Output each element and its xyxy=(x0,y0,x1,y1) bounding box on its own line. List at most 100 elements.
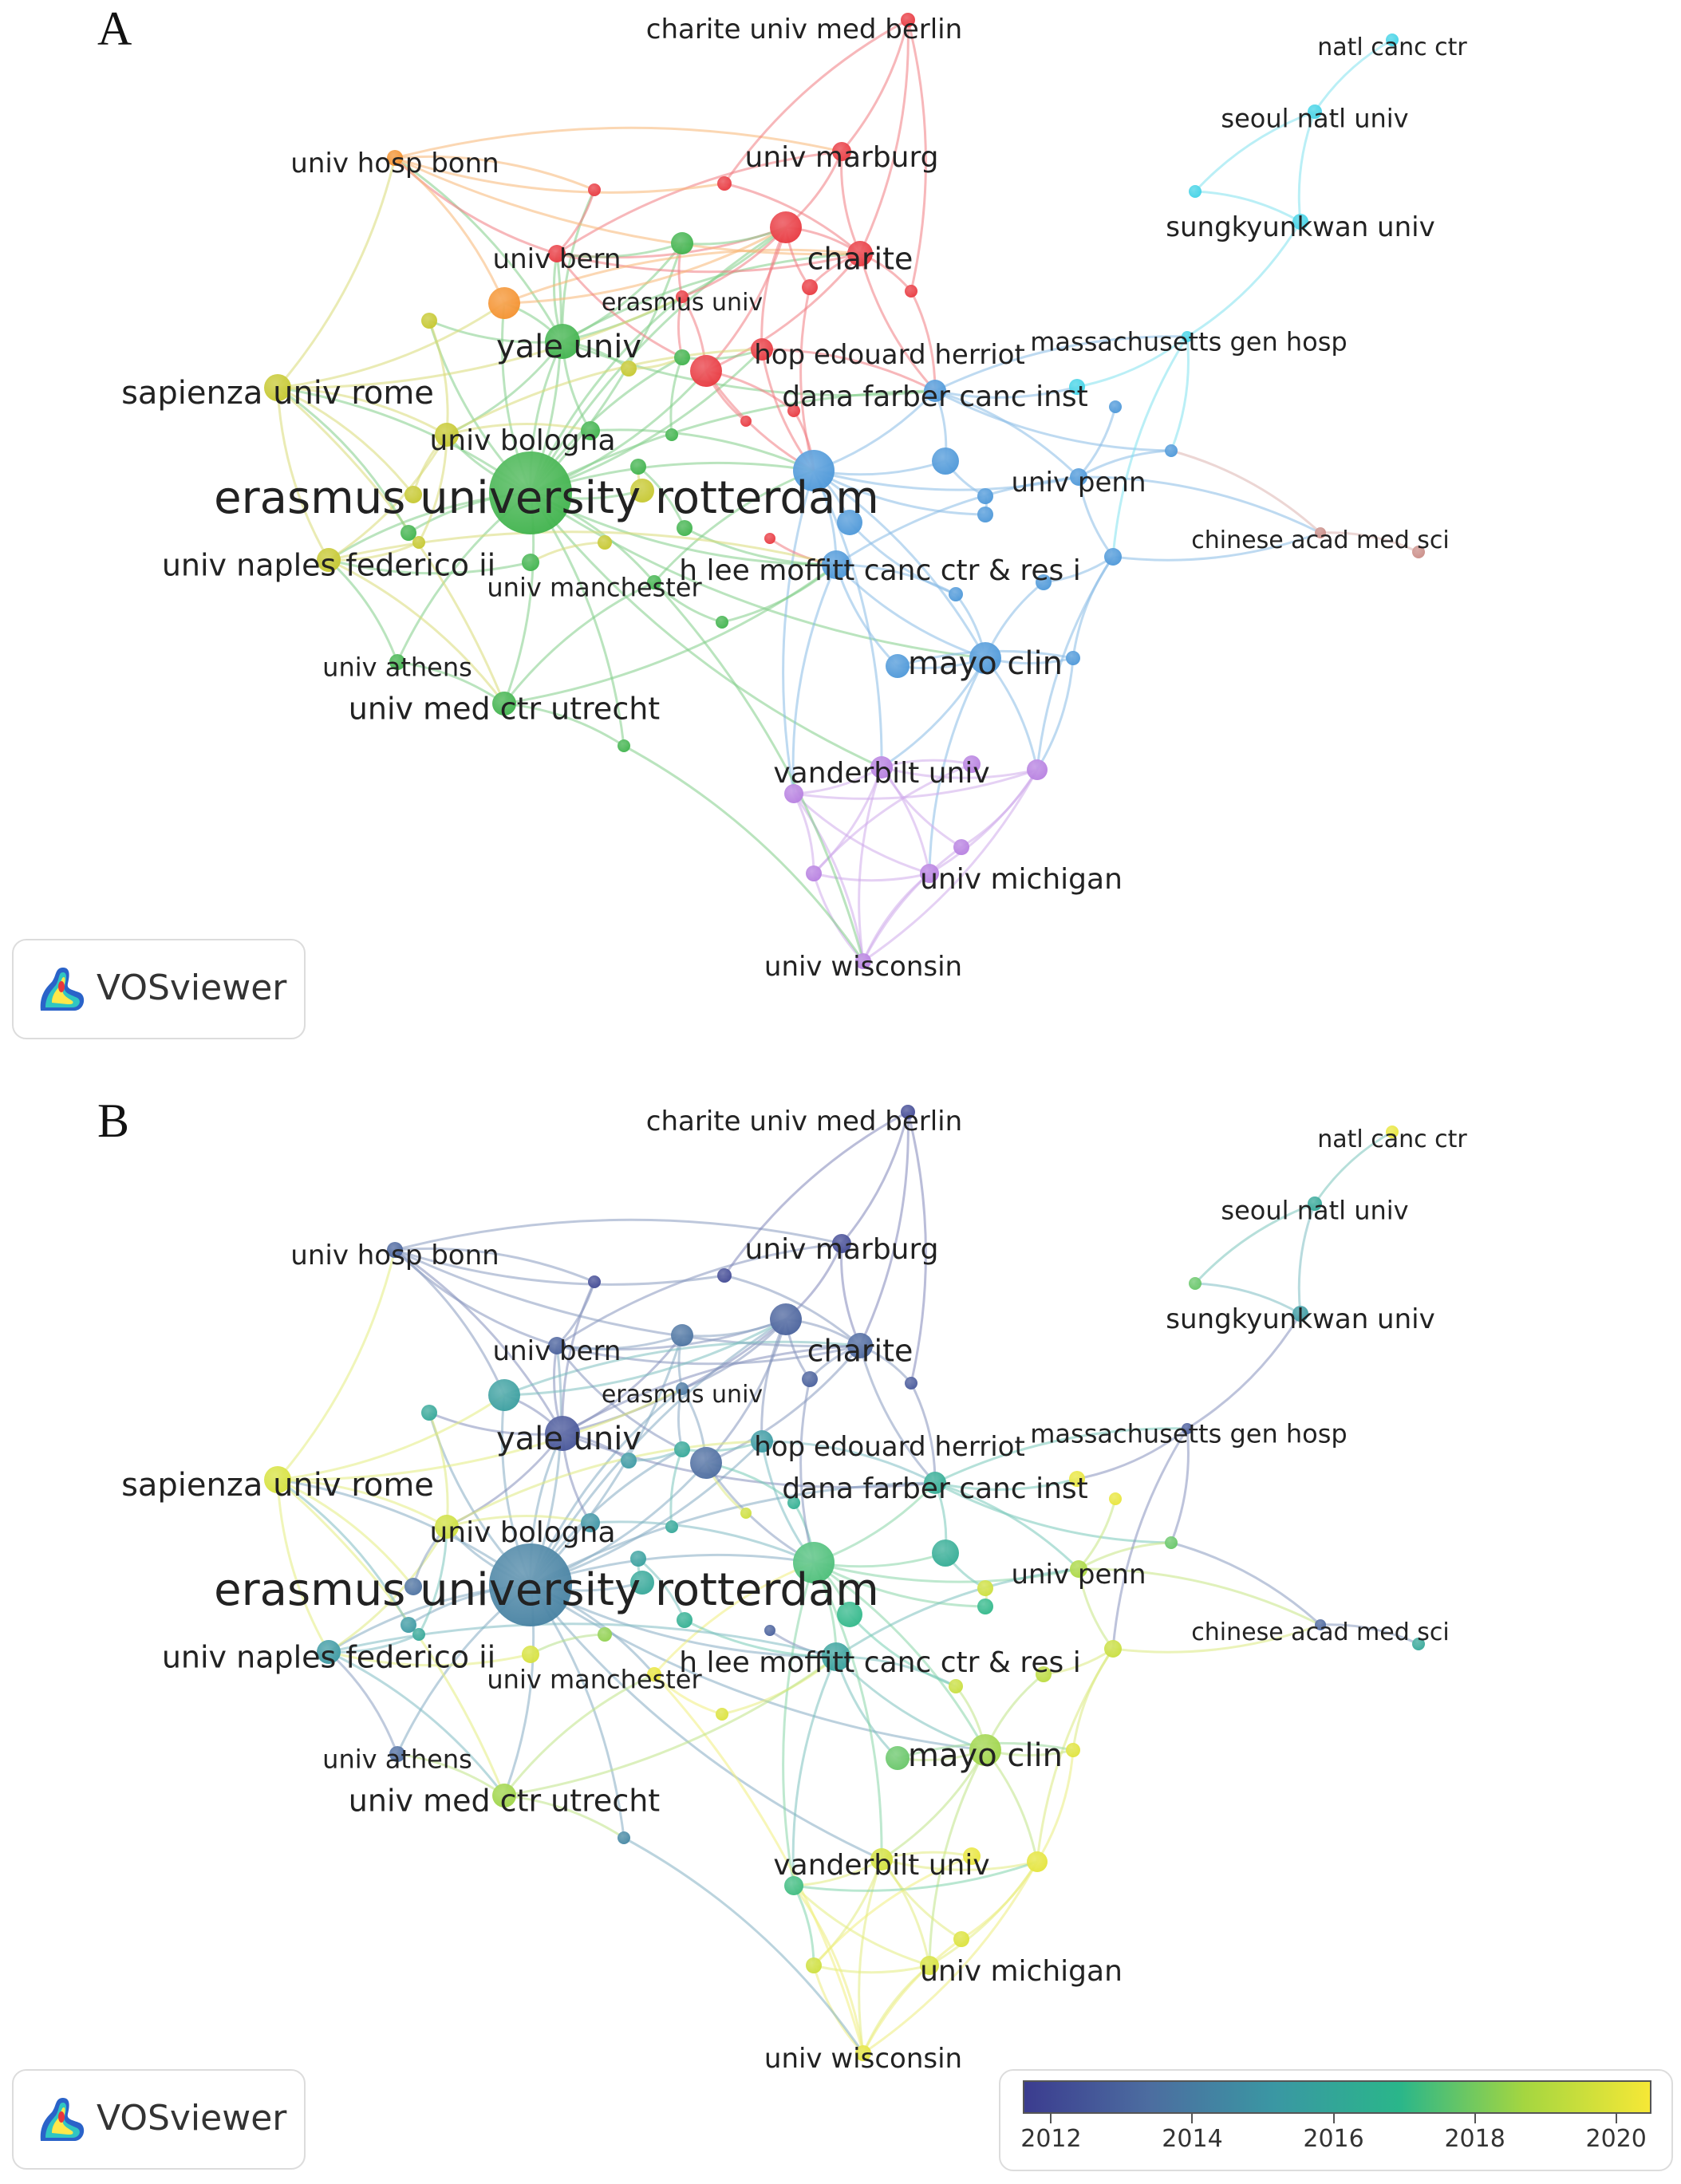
node-sungkyunkwan[interactable] xyxy=(1292,214,1308,230)
node-n-red6[interactable] xyxy=(802,279,818,295)
node-charite[interactable] xyxy=(847,241,873,266)
node-n-blue10[interactable] xyxy=(886,654,910,678)
node-n-red7[interactable] xyxy=(905,1377,917,1390)
node-bonn[interactable] xyxy=(387,1242,403,1258)
node-n-green1[interactable] xyxy=(671,232,693,254)
node-n-cyan2[interactable] xyxy=(1189,185,1202,198)
node-n-purple4[interactable] xyxy=(806,865,822,881)
node-n-blue7[interactable] xyxy=(1165,444,1178,457)
node-n-green4[interactable] xyxy=(630,459,646,475)
node-natl-canc[interactable] xyxy=(1386,1126,1399,1138)
node-n-yellow2[interactable] xyxy=(421,1405,437,1421)
node-n-red3[interactable] xyxy=(588,1275,601,1288)
node-n-red7[interactable] xyxy=(905,285,917,298)
node-n-blue10[interactable] xyxy=(886,1746,910,1770)
node-n-green2[interactable] xyxy=(581,421,600,440)
node-n-red8[interactable] xyxy=(764,1625,775,1636)
node-n-green1[interactable] xyxy=(671,1324,693,1346)
node-n-red9[interactable] xyxy=(740,416,752,427)
node-charite-berlin[interactable] xyxy=(901,1105,915,1119)
node-michigan[interactable] xyxy=(920,1956,939,1975)
node-n-green2[interactable] xyxy=(581,1513,600,1532)
node-wisconsin[interactable] xyxy=(855,2045,871,2061)
node-n-purple2[interactable] xyxy=(1027,1851,1048,1872)
node-n-green10[interactable] xyxy=(401,525,416,541)
node-n-brown1[interactable] xyxy=(1412,546,1425,558)
node-n-green7[interactable] xyxy=(522,1646,539,1663)
node-n-green3[interactable] xyxy=(674,1441,690,1457)
node-n-green5[interactable] xyxy=(677,1612,693,1628)
node-mayo[interactable] xyxy=(969,1734,1001,1766)
node-marburg[interactable] xyxy=(832,1234,851,1253)
node-n-yellow6[interactable] xyxy=(412,536,425,549)
node-n-blue11[interactable] xyxy=(1109,1492,1122,1505)
node-n-red2[interactable] xyxy=(690,1447,722,1479)
node-n-blue6[interactable] xyxy=(1036,574,1052,590)
node-erasmus-rotterdam[interactable] xyxy=(489,451,572,534)
node-chinese-acad[interactable] xyxy=(1315,527,1326,538)
node-mass-gen[interactable] xyxy=(1182,1423,1193,1434)
node-moffitt[interactable] xyxy=(822,550,850,579)
node-n-blue3[interactable] xyxy=(837,1602,862,1627)
node-n-purple4[interactable] xyxy=(806,1957,822,1973)
node-naples[interactable] xyxy=(317,548,341,572)
node-penn[interactable] xyxy=(1070,468,1087,486)
node-n-yellow2[interactable] xyxy=(421,313,437,329)
node-n-red6[interactable] xyxy=(802,1371,818,1387)
node-n-yellow5[interactable] xyxy=(404,1578,422,1595)
node-n-yellow5[interactable] xyxy=(404,486,422,503)
node-hop-edouard[interactable] xyxy=(751,1430,773,1453)
node-n-blue5[interactable] xyxy=(1104,548,1122,566)
node-n-purple3[interactable] xyxy=(963,755,981,773)
node-bern[interactable] xyxy=(548,1337,566,1354)
node-bologna[interactable] xyxy=(435,423,459,447)
node-vanderbilt[interactable] xyxy=(870,756,893,779)
node-moffitt[interactable] xyxy=(822,1642,850,1671)
node-n-blue1[interactable] xyxy=(793,450,835,491)
node-n-red5[interactable] xyxy=(717,1268,732,1283)
node-manchester[interactable] xyxy=(647,575,661,589)
node-wisconsin[interactable] xyxy=(855,953,871,969)
node-seoul[interactable] xyxy=(1308,104,1322,119)
node-bonn[interactable] xyxy=(387,150,403,166)
node-n-red4[interactable] xyxy=(787,1496,800,1509)
node-n-green10[interactable] xyxy=(401,1617,416,1633)
node-n-purple5[interactable] xyxy=(953,1931,969,1947)
node-dana-farber[interactable] xyxy=(924,1472,946,1494)
node-n-blue12[interactable] xyxy=(977,488,993,504)
node-charite[interactable] xyxy=(847,1333,873,1358)
node-n-purple1[interactable] xyxy=(784,784,803,803)
node-n-blue2[interactable] xyxy=(932,1539,959,1567)
node-seoul[interactable] xyxy=(1308,1196,1322,1211)
node-n-red3[interactable] xyxy=(588,183,601,196)
node-n-blue9[interactable] xyxy=(1066,1743,1080,1757)
node-n-cyan2[interactable] xyxy=(1189,1277,1202,1290)
node-n-yellow4[interactable] xyxy=(598,535,612,550)
node-n-purple3[interactable] xyxy=(963,1847,981,1865)
node-n-blue8[interactable] xyxy=(949,1679,963,1693)
node-n-yellow6[interactable] xyxy=(412,1628,425,1641)
node-bologna[interactable] xyxy=(435,1515,459,1539)
node-erasmus-rotterdam[interactable] xyxy=(489,1543,572,1626)
node-n-red4[interactable] xyxy=(787,404,800,417)
node-n-brown1[interactable] xyxy=(1412,1638,1425,1650)
node-n-purple5[interactable] xyxy=(953,839,969,855)
node-n-blue8[interactable] xyxy=(949,587,963,601)
node-n-yellow3[interactable] xyxy=(621,1453,637,1468)
node-n-blue9[interactable] xyxy=(1066,651,1080,665)
node-n-green5[interactable] xyxy=(677,520,693,536)
node-n-green6[interactable] xyxy=(665,1520,678,1533)
node-n-purple2[interactable] xyxy=(1027,759,1048,780)
node-sapienza[interactable] xyxy=(264,374,291,401)
node-n-green3[interactable] xyxy=(674,349,690,365)
node-n-blue4[interactable] xyxy=(977,1599,993,1614)
node-vanderbilt[interactable] xyxy=(870,1848,893,1871)
node-n-green9[interactable] xyxy=(618,739,630,752)
node-n-green6[interactable] xyxy=(665,428,678,441)
node-sapienza[interactable] xyxy=(264,1466,291,1493)
node-erasmus-univ[interactable] xyxy=(676,1382,689,1395)
node-n-blue4[interactable] xyxy=(977,507,993,522)
node-hop-edouard[interactable] xyxy=(751,338,773,361)
node-n-cyan1[interactable] xyxy=(1069,1471,1085,1487)
node-n-green7[interactable] xyxy=(522,554,539,571)
